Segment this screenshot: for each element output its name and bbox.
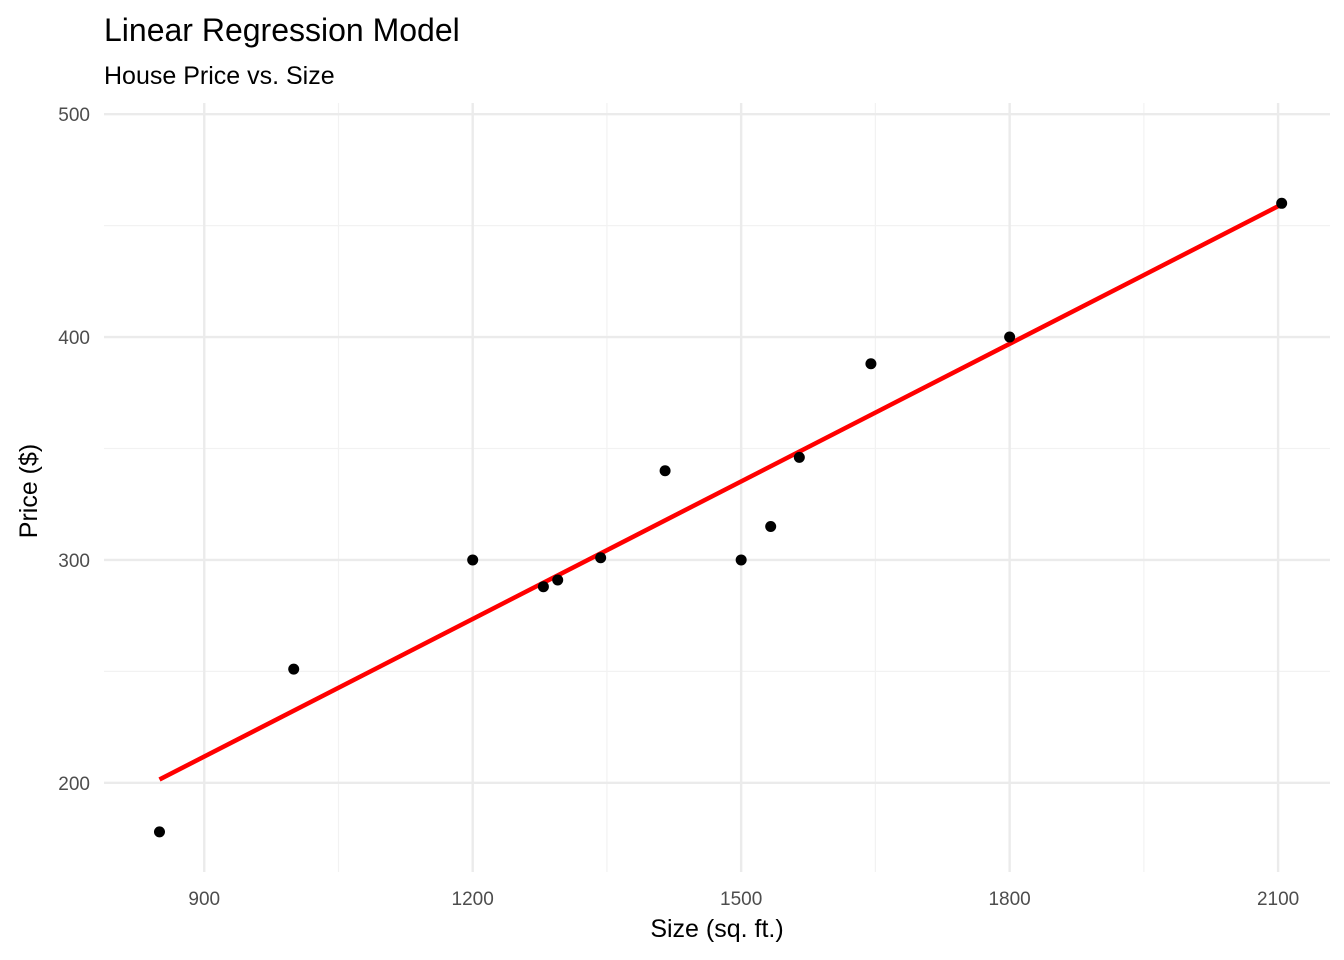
data-point [288,663,300,675]
major-gridlines [104,103,1330,872]
data-point [659,465,671,477]
y-axis-title: Price ($) [15,444,43,538]
data-point [1004,331,1016,343]
x-tick-label: 2100 [1257,889,1299,910]
y-axis-ticks: 200 300 400 500 [58,105,90,795]
data-point [537,581,549,593]
data-point [595,552,607,564]
data-point [793,451,805,463]
y-tick-label: 200 [58,774,90,795]
chart-title: Linear Regression Model [104,12,460,48]
y-tick-label: 400 [58,328,90,349]
x-tick-label: 1200 [452,889,494,910]
x-axis-title: Size (sq. ft.) [650,915,783,943]
y-tick-label: 300 [58,551,90,572]
data-point [552,574,564,586]
data-point [153,826,165,838]
x-tick-label: 1800 [988,889,1030,910]
plot-series [153,197,1288,838]
x-axis-ticks: 900 1200 1500 1800 2100 [188,889,1299,910]
data-point [735,554,747,566]
data-point [765,521,777,533]
chart-subtitle: House Price vs. Size [104,62,335,90]
data-point [467,554,479,566]
x-tick-label: 1500 [720,889,762,910]
y-tick-label: 500 [58,105,90,126]
data-point [1276,197,1288,209]
minor-gridlines [104,103,1330,872]
data-point [865,358,877,370]
regression-line [158,202,1283,782]
x-tick-label: 900 [188,889,220,910]
